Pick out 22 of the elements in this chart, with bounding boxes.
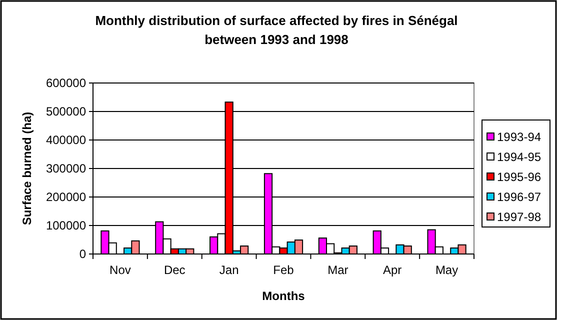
legend-label: 1997-98 — [497, 210, 542, 224]
x-tick-label: May — [435, 263, 458, 277]
x-tick-label: Mar — [328, 263, 348, 277]
y-tick-label: 500000 — [46, 104, 86, 119]
x-tick-label: Feb — [273, 263, 294, 277]
y-tick-label: 400000 — [46, 133, 86, 148]
y-tick-label: 0 — [79, 247, 86, 262]
y-tick-label: 600000 — [46, 76, 86, 90]
legend-label: 1996-97 — [497, 190, 542, 204]
legend-label: 1994-95 — [497, 150, 542, 164]
x-tick-label: Nov — [110, 263, 131, 277]
y-tick-label: 300000 — [46, 162, 86, 176]
y-axis-title: Surface burned (ha) — [20, 112, 34, 226]
x-tick-label: Apr — [383, 263, 402, 277]
x-axis-title: Months — [262, 289, 306, 303]
y-tick-label: 100000 — [46, 218, 86, 233]
legend-label: 1995-96 — [497, 170, 542, 184]
legend-label: 1993-94 — [497, 130, 542, 144]
x-tick-label: Dec — [164, 263, 186, 277]
y-tick-label: 200000 — [46, 190, 86, 204]
x-tick-label: Jan — [219, 263, 239, 277]
chart-title: Monthly distribution of surface affected by fires in Sénégal between 1993 and 1998 — [95, 13, 458, 47]
